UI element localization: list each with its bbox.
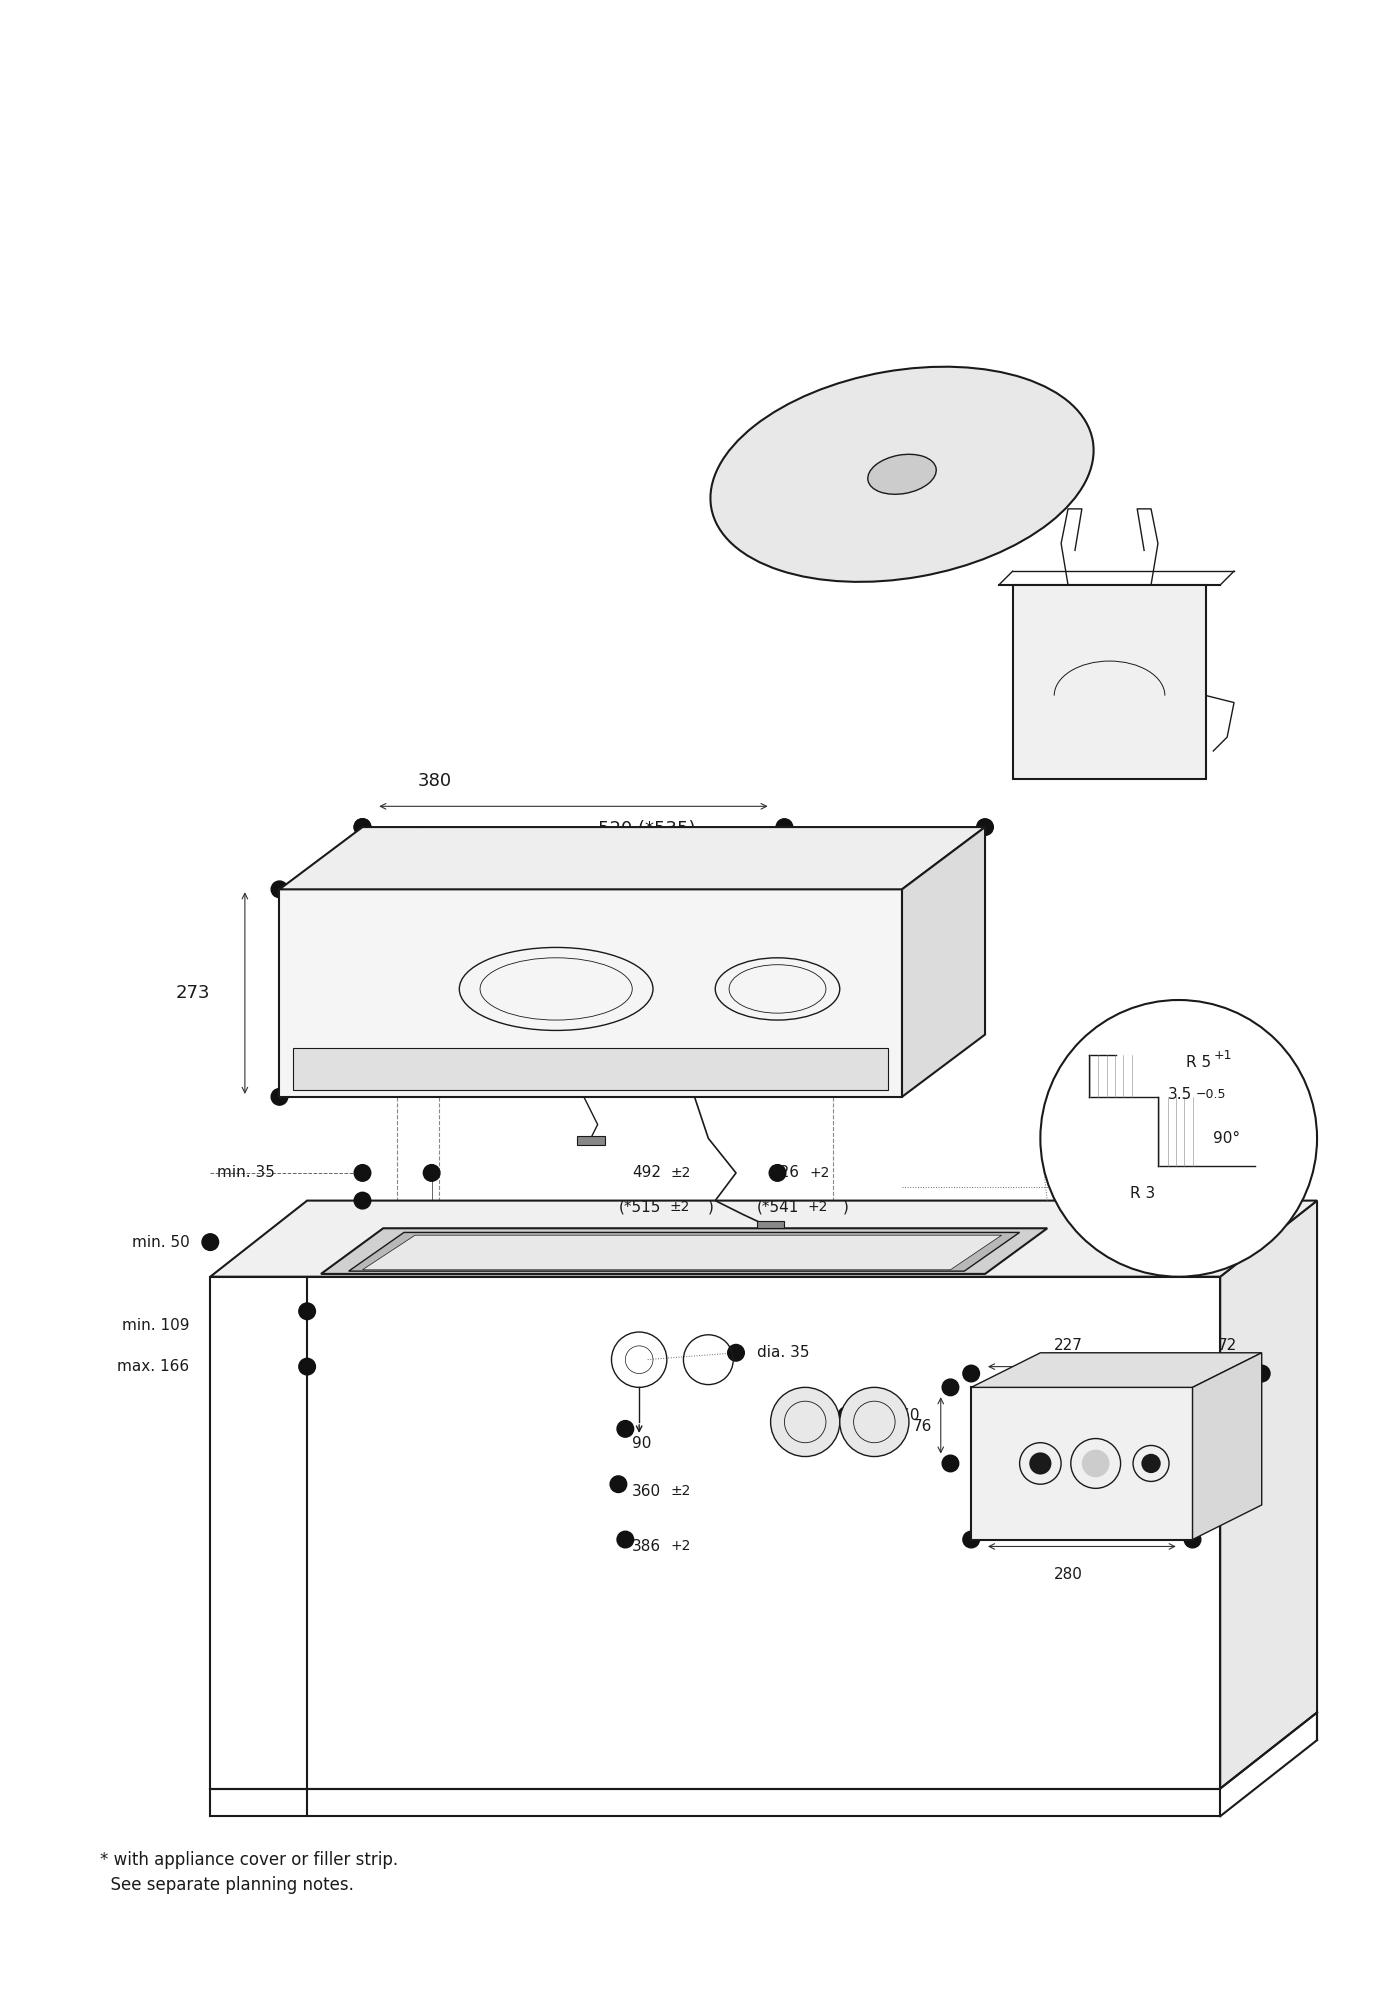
Circle shape — [354, 818, 371, 836]
Circle shape — [839, 1406, 856, 1424]
Text: max. 166: max. 166 — [118, 1360, 189, 1374]
Text: R 5: R 5 — [1186, 1054, 1211, 1070]
Circle shape — [942, 1380, 958, 1396]
Polygon shape — [349, 1232, 1020, 1272]
Text: * with appliance cover or filler strip.
  See separate planning notes.: * with appliance cover or filler strip. … — [100, 1850, 397, 1894]
Polygon shape — [279, 828, 985, 890]
Text: 3: 3 — [881, 976, 895, 996]
Circle shape — [1074, 1164, 1090, 1182]
Text: ±2: ±2 — [671, 1166, 692, 1180]
Polygon shape — [757, 1222, 785, 1228]
Polygon shape — [363, 1236, 1001, 1270]
Polygon shape — [293, 1048, 888, 1090]
Circle shape — [771, 1388, 840, 1456]
Text: 380: 380 — [418, 772, 451, 790]
Circle shape — [976, 818, 993, 836]
Polygon shape — [1220, 1200, 1317, 1788]
Text: 492: 492 — [632, 1164, 661, 1180]
Text: −0.5: −0.5 — [1196, 1088, 1226, 1100]
Text: ±2: ±2 — [671, 1484, 692, 1498]
Text: 520 (*535): 520 (*535) — [597, 820, 694, 838]
Circle shape — [354, 1164, 371, 1182]
Text: min. 50: min. 50 — [132, 1234, 189, 1250]
Circle shape — [840, 1388, 908, 1456]
Polygon shape — [210, 1200, 1317, 1276]
Text: 90: 90 — [632, 1436, 651, 1450]
Circle shape — [853, 978, 868, 994]
Circle shape — [617, 1420, 633, 1438]
Text: +2: +2 — [810, 1166, 829, 1180]
Polygon shape — [321, 1228, 1047, 1274]
Text: R 3: R 3 — [1131, 1186, 1156, 1202]
Circle shape — [963, 1366, 979, 1382]
Text: dia. 60: dia. 60 — [868, 1408, 920, 1422]
Text: (*515: (*515 — [618, 1200, 661, 1214]
Text: (*541: (*541 — [757, 1200, 799, 1214]
Text: 280: 280 — [1054, 1568, 1082, 1582]
Circle shape — [354, 1192, 371, 1208]
Text: +1: +1 — [1214, 1048, 1232, 1062]
Text: ): ) — [843, 1200, 849, 1214]
Polygon shape — [1013, 584, 1207, 778]
Text: 76: 76 — [913, 1418, 932, 1434]
Circle shape — [271, 882, 288, 898]
Circle shape — [1253, 1366, 1270, 1382]
Text: +2: +2 — [808, 1200, 828, 1214]
Text: 360: 360 — [632, 1484, 661, 1498]
Circle shape — [728, 1344, 745, 1362]
Polygon shape — [971, 1352, 1261, 1388]
Circle shape — [354, 818, 371, 836]
Circle shape — [424, 1164, 440, 1182]
Text: min. 35: min. 35 — [217, 1166, 275, 1180]
Text: 227: 227 — [1054, 1338, 1082, 1352]
Circle shape — [299, 1358, 315, 1374]
Ellipse shape — [868, 454, 936, 494]
Circle shape — [299, 1302, 315, 1320]
Text: 72: 72 — [1218, 1338, 1236, 1352]
Polygon shape — [971, 1388, 1193, 1540]
Circle shape — [271, 1088, 288, 1106]
Circle shape — [1142, 1454, 1161, 1474]
Text: +2: +2 — [671, 1540, 692, 1554]
Circle shape — [770, 1164, 786, 1182]
Text: 3.5: 3.5 — [1168, 1086, 1192, 1102]
Text: min. 109: min. 109 — [122, 1318, 189, 1332]
Circle shape — [617, 1532, 633, 1548]
Circle shape — [776, 818, 793, 836]
Ellipse shape — [710, 366, 1093, 582]
Text: 90°: 90° — [1214, 1130, 1240, 1146]
Polygon shape — [576, 1136, 604, 1146]
Circle shape — [942, 1456, 958, 1472]
Circle shape — [1185, 1366, 1201, 1382]
Text: 526: 526 — [771, 1164, 800, 1180]
Polygon shape — [1193, 1352, 1261, 1540]
Text: ±2: ±2 — [669, 1200, 690, 1214]
Polygon shape — [279, 890, 901, 1096]
Text: 386: 386 — [632, 1538, 661, 1554]
Circle shape — [1185, 1532, 1201, 1548]
Text: ): ) — [708, 1200, 714, 1214]
Circle shape — [1082, 1450, 1110, 1478]
Text: 273: 273 — [176, 984, 210, 1002]
Circle shape — [1040, 1000, 1317, 1276]
Text: dia. 35: dia. 35 — [757, 1346, 810, 1360]
Circle shape — [610, 1476, 626, 1492]
Circle shape — [963, 1532, 979, 1548]
Circle shape — [201, 1234, 218, 1250]
Circle shape — [1185, 1366, 1201, 1382]
Circle shape — [1029, 1452, 1051, 1474]
Polygon shape — [901, 828, 985, 1096]
